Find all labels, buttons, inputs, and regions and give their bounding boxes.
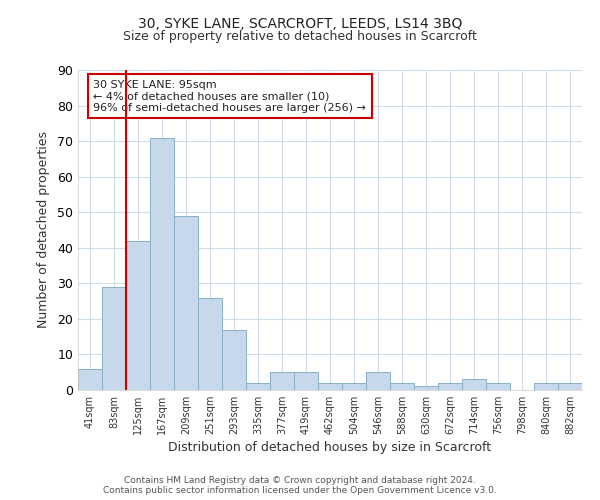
- Bar: [534, 383, 558, 390]
- Text: 30, SYKE LANE, SCARCROFT, LEEDS, LS14 3BQ: 30, SYKE LANE, SCARCROFT, LEEDS, LS14 3B…: [138, 18, 462, 32]
- Text: Size of property relative to detached houses in Scarcroft: Size of property relative to detached ho…: [123, 30, 477, 43]
- Bar: [438, 383, 462, 390]
- Bar: [366, 372, 390, 390]
- Text: Contains HM Land Registry data © Crown copyright and database right 2024.: Contains HM Land Registry data © Crown c…: [124, 476, 476, 485]
- Bar: [294, 372, 318, 390]
- Bar: [270, 372, 294, 390]
- Bar: [126, 240, 150, 390]
- Text: 30 SYKE LANE: 95sqm
← 4% of detached houses are smaller (10)
96% of semi-detache: 30 SYKE LANE: 95sqm ← 4% of detached hou…: [93, 80, 366, 113]
- Bar: [246, 383, 270, 390]
- Y-axis label: Number of detached properties: Number of detached properties: [37, 132, 50, 328]
- X-axis label: Distribution of detached houses by size in Scarcroft: Distribution of detached houses by size …: [169, 441, 491, 454]
- Bar: [414, 386, 438, 390]
- Text: Contains public sector information licensed under the Open Government Licence v3: Contains public sector information licen…: [103, 486, 497, 495]
- Bar: [150, 138, 174, 390]
- Bar: [558, 383, 582, 390]
- Bar: [486, 383, 510, 390]
- Bar: [198, 298, 222, 390]
- Bar: [174, 216, 198, 390]
- Bar: [390, 383, 414, 390]
- Bar: [318, 383, 342, 390]
- Bar: [342, 383, 366, 390]
- Bar: [222, 330, 246, 390]
- Bar: [462, 380, 486, 390]
- Bar: [78, 368, 102, 390]
- Bar: [102, 287, 126, 390]
